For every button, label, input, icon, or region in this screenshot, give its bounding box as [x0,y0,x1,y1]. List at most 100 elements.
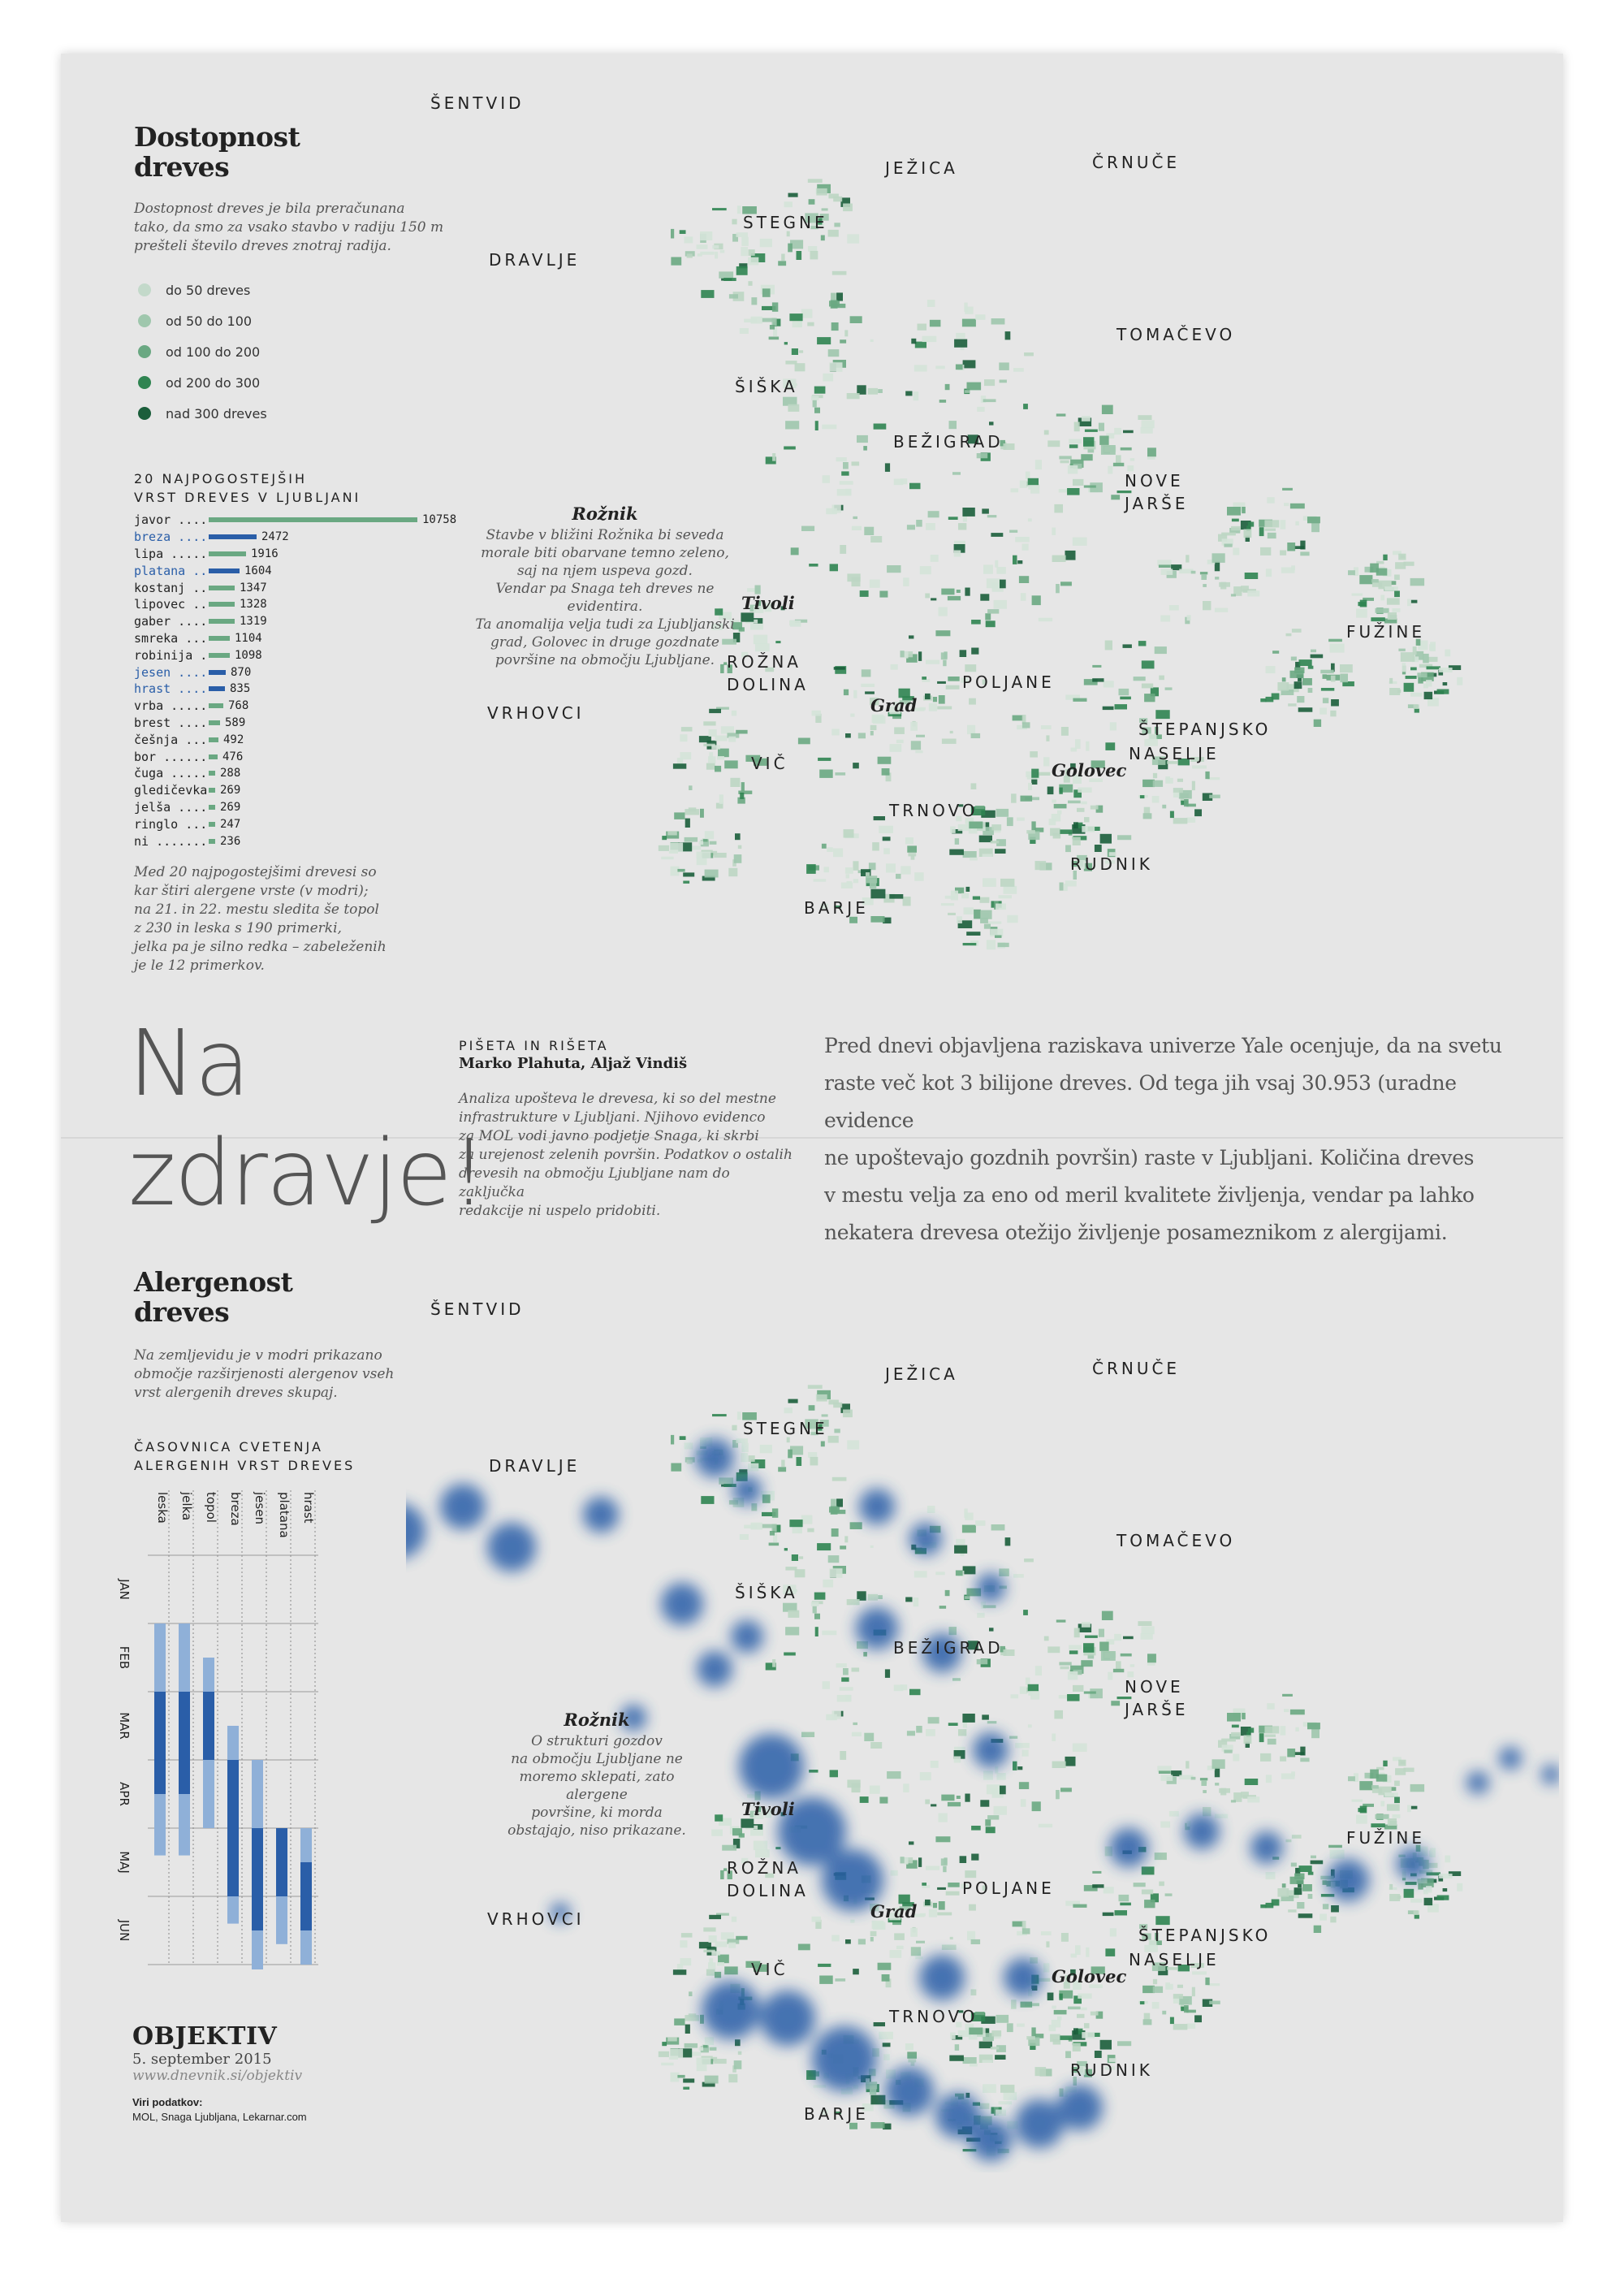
building-block [1084,1635,1098,1638]
building-block [1209,794,1220,798]
building-block [810,1602,819,1606]
building-block [1260,1753,1272,1762]
building-block [711,745,720,750]
footnote-line: na 21. in 22. mestu sledita še topol [134,901,379,918]
building-block [1191,780,1195,791]
tree-name: ni .......... [134,833,209,849]
density-legend: do 50 dreves od 50 do 100 od 100 do 200 … [138,275,267,429]
building-block [829,564,838,572]
building-block [828,1399,839,1405]
building-block [1026,2036,1035,2040]
tree-value: 1319 [240,615,267,629]
building-block [1298,675,1302,681]
building-block [983,923,991,929]
building-block [1100,1651,1116,1661]
building-block [670,866,680,876]
allergen-area [970,2119,1012,2161]
caps-line: ALERGENIH VRST DREVES [134,1458,356,1473]
building-block [1427,1862,1438,1868]
building-block [941,1944,957,1950]
building-block [996,1788,1003,1795]
building-block [1017,560,1023,564]
brand-url[interactable]: www.dnevnik.si/objektiv [132,2068,303,2084]
building-block [701,1496,715,1504]
building-block [819,1975,833,1984]
building-block [1398,553,1406,560]
building-block [1142,727,1151,734]
building-block [741,1453,748,1463]
building-block [1147,1662,1155,1666]
building-block [1010,488,1019,493]
building-block [1006,2023,1013,2033]
building-block [1143,806,1151,814]
building-block [1073,1904,1087,1908]
title-line: dreves [134,151,230,183]
building-block [1243,1735,1252,1744]
legend-label: od 100 do 200 [166,344,261,360]
building-block [1065,845,1071,853]
building-block [970,2063,978,2067]
building-block [661,2062,674,2066]
building-block [899,700,911,705]
allergen-area [661,1583,703,1625]
building-block [739,1534,749,1540]
building-block [680,727,693,732]
building-block [1203,601,1212,611]
sources-label: Viri podatkov: [132,2096,203,2108]
building-block [1020,795,1033,802]
building-block [1311,1855,1316,1859]
building-block [1295,661,1301,671]
building-block [989,422,994,426]
building-block [1291,1835,1302,1839]
building-block [996,567,1006,574]
building-block [898,1894,910,1904]
building-block [820,2109,828,2116]
building-block [811,710,821,716]
building-block [747,588,761,592]
building-block [829,1507,840,1513]
tree-row: platana .....1604 [134,562,467,579]
place-label: POLJANE [962,1878,1055,1898]
building-block [736,729,748,734]
building-block [1407,599,1411,607]
building-block [1363,1803,1374,1807]
tree-bar [209,652,230,658]
building-block [817,1543,831,1551]
tree-name: robinija .... [134,647,209,663]
tree-name: platana ..... [134,563,209,578]
building-block [792,1526,802,1534]
building-block [969,821,983,829]
building-block [1021,715,1026,724]
building-block [919,1772,931,1781]
place-label: NOVE [1125,471,1184,491]
building-block [1417,672,1427,678]
building-block [978,848,993,857]
building-block [1081,1622,1091,1628]
building-block [870,536,883,543]
building-block [1203,1807,1212,1817]
building-block [1065,769,1069,778]
building-block [1171,1770,1182,1777]
tree-bar [209,551,246,556]
intro-line: Na zemljevidu je v modri prikazano [134,1347,382,1364]
building-block [1083,1885,1098,1891]
tree-value: 10758 [422,513,457,527]
building-block [740,792,745,799]
building-block [1142,813,1152,819]
building-block [676,1964,684,1973]
building-block [1007,914,1018,923]
building-block [1295,521,1299,525]
building-block [1103,1887,1114,1894]
building-block [1069,1645,1082,1650]
building-block [720,1932,734,1940]
building-block [990,841,1000,844]
building-block [1413,1910,1419,1915]
building-block [1190,1963,1204,1968]
building-block [1403,1888,1415,1898]
building-block [903,577,909,586]
building-block [1389,1883,1393,1890]
legend-swatch [138,314,151,327]
allergen-area [739,1734,804,1799]
building-block [728,736,736,742]
tree-row: breza .......2472 [134,529,467,546]
